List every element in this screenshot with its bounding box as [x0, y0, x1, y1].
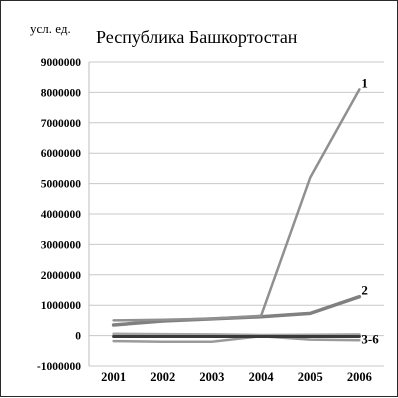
chart-title: Республика Башкортостан — [96, 27, 298, 47]
y-tick-label: 4000000 — [41, 209, 82, 221]
y-tick-label: 0 — [75, 331, 81, 343]
y-tick-label: 2000000 — [41, 270, 82, 282]
series-line-1 — [112, 88, 361, 322]
series-label: 1 — [361, 75, 368, 90]
y-tick-label: -1000000 — [37, 361, 81, 373]
y-tick-label: 6000000 — [41, 148, 82, 160]
y-tick-label: 1000000 — [41, 300, 82, 312]
series-label: 3-6 — [361, 332, 379, 347]
series-line-4 — [112, 332, 361, 337]
y-axis-unit-label: усл. ед. — [30, 21, 71, 36]
series-line-5 — [112, 334, 361, 343]
y-tick-label: 8000000 — [41, 87, 82, 99]
y-tick-label: 7000000 — [41, 118, 82, 130]
x-tick-label: 2002 — [150, 370, 175, 384]
y-tick-label: 5000000 — [41, 179, 82, 191]
x-tick-label: 2003 — [199, 370, 224, 384]
x-tick-label: 2005 — [298, 370, 323, 384]
x-tick-label: 2006 — [347, 370, 372, 384]
y-tick-label: 9000000 — [41, 57, 82, 69]
series-label: 2 — [361, 283, 368, 298]
x-tick-label: 2001 — [101, 370, 126, 384]
y-tick-label: 3000000 — [41, 239, 82, 251]
x-tick-label: 2004 — [249, 370, 275, 384]
